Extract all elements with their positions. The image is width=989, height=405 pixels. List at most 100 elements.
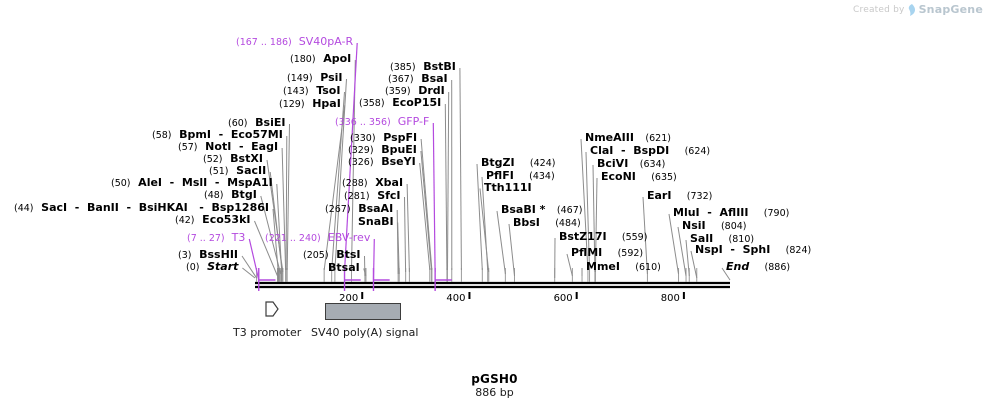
label-enzyme-name: BstXI <box>222 152 263 165</box>
label-enzyme-name: BpmI - Eco57MI <box>171 128 283 141</box>
annotation-label-bsiei[interactable]: (60) BsiEI <box>228 117 285 129</box>
annotation-label-mlui[interactable]: MluI - AflIII (790) <box>673 207 789 219</box>
label-position: (129) <box>279 99 305 110</box>
annotation-label-sfci[interactable]: (281) SfcI <box>344 190 401 202</box>
annotation-label-bcivi[interactable]: BciVI (634) <box>597 158 665 170</box>
leader-line-svpa <box>343 42 358 273</box>
feature-caption-t3-promoter: T3 promoter <box>233 326 302 339</box>
annotation-label-bstbi[interactable]: (385) BstBI <box>390 61 456 73</box>
annotation-label-pspfi[interactable]: (330) PspFI <box>350 132 417 144</box>
annotation-label-nsii[interactable]: NsiI (804) <box>682 220 746 232</box>
leader-line-bstxi <box>266 159 284 273</box>
label-position: (7 .. 27) <box>187 233 225 244</box>
annotation-label-bsaai[interactable]: (267) BsaAI <box>325 203 393 215</box>
label-enzyme-name: XbaI <box>367 176 404 189</box>
leader-line-pflmi <box>566 253 573 277</box>
feature-glyph-t3-promoter[interactable] <box>264 300 280 322</box>
label-position: (288) <box>342 178 368 189</box>
label-position: (58) <box>152 130 172 141</box>
watermark-prefix: Created by <box>853 4 905 15</box>
label-position: (359) <box>385 86 411 97</box>
annotation-label-econi[interactable]: EcoNI (635) <box>601 171 677 183</box>
annotation-label-bbsi[interactable]: BbsI (484) <box>513 217 581 229</box>
annotation-label-nmea[interactable]: NmeAIII (621) <box>585 132 671 144</box>
annotation-label-pflfi[interactable]: PflFI (434) <box>486 170 555 182</box>
label-position: (358) <box>359 98 385 109</box>
annotation-label-apoi[interactable]: (180) ApoI <box>290 53 351 65</box>
annotation-label-saci[interactable]: (44) SacI - BanII - BsiHKAI - Bsp1286I <box>14 202 269 214</box>
annotation-label-snabi[interactable]: SnaBI <box>358 216 394 227</box>
snapgene-logo-icon <box>908 3 916 16</box>
leader-line-nmea <box>580 138 589 271</box>
annotation-label-bsshii[interactable]: (3) BssHII <box>178 249 238 261</box>
annotation-label-alei[interactable]: (50) AleI - MslI - MspA1I <box>111 177 273 189</box>
label-position: (44) <box>14 203 34 214</box>
label-position: (42) <box>175 215 195 226</box>
label-enzyme-name: BciVI <box>597 157 640 170</box>
annotation-label-bseyi[interactable]: (326) BseYI <box>348 156 416 168</box>
annotation-label-end[interactable]: End (886) <box>726 261 790 273</box>
annotation-label-ecop[interactable]: (358) EcoP15I <box>359 97 441 109</box>
annotation-label-bpmi[interactable]: (58) BpmI - Eco57MI <box>152 129 283 141</box>
annotation-label-t3[interactable]: (7 .. 27) T3 <box>187 232 245 244</box>
annotation-label-btsai[interactable]: BtsaI <box>328 262 360 273</box>
label-position: (51) <box>209 166 229 177</box>
feature-glyph-sv40-polya[interactable] <box>325 303 401 320</box>
annotation-label-tth[interactable]: Tth111I <box>484 182 532 193</box>
annotation-label-bsabi[interactable]: BsaBI * (467) <box>501 204 582 216</box>
annotation-label-gfpf[interactable]: (336 .. 356) GFP-F <box>335 116 429 128</box>
annotation-label-hpai[interactable]: (129) HpaI <box>279 98 341 110</box>
label-position: (635) <box>651 172 677 183</box>
annotation-label-bstz[interactable]: BstZ17I (559) <box>559 231 647 243</box>
annotation-label-eari[interactable]: EarI (732) <box>647 190 712 202</box>
label-enzyme-name: EcoP15I <box>384 96 442 109</box>
leader-line-eco53 <box>254 220 278 277</box>
annotation-label-pflmi[interactable]: PflMI (592) <box>571 247 643 259</box>
leader-line-econi <box>594 177 598 273</box>
annotation-label-btsi[interactable]: (205) BtsI <box>303 249 361 261</box>
label-position: (60) <box>228 118 248 129</box>
annotation-label-bpuei[interactable]: (329) BpuEI <box>348 144 417 156</box>
annotation-label-ebv[interactable]: (221 .. 240) EBV-rev <box>265 232 370 244</box>
leader-line-sfci <box>404 196 407 273</box>
annotation-label-btgzi[interactable]: BtgZI (424) <box>481 157 555 169</box>
leader-line-bsiei <box>286 123 290 271</box>
annotation-label-sacii[interactable]: (51) SacII <box>209 165 266 177</box>
annotation-label-bstxi[interactable]: (52) BstXI <box>203 153 263 165</box>
leader-line-bpuei <box>420 150 432 271</box>
annotation-label-eco53[interactable]: (42) Eco53kI <box>175 214 250 226</box>
annotation-label-clai[interactable]: ClaI - BspDI (624) <box>590 145 710 157</box>
label-enzyme-name: NotI - EagI <box>197 140 279 153</box>
label-enzyme-name: BseYI <box>373 155 416 168</box>
leader-line-sali <box>685 239 690 277</box>
annotation-label-bsai[interactable]: (367) BsaI <box>388 73 448 85</box>
annotation-label-svpa[interactable]: (167 .. 186) SV40pA-R <box>236 36 353 48</box>
annotation-label-drdi[interactable]: (359) DrdI <box>385 85 445 97</box>
leader-line-tsoi <box>331 91 345 271</box>
annotation-label-tsoi[interactable]: (143) TsoI <box>283 85 340 97</box>
annotation-label-xbai[interactable]: (288) XbaI <box>342 177 403 189</box>
annotation-label-psii[interactable]: (149) PsiI <box>287 72 343 84</box>
annotation-label-sali[interactable]: SalI (810) <box>690 233 754 245</box>
label-marker-name: Start <box>199 260 239 273</box>
label-position: (484) <box>555 218 581 229</box>
annotation-label-btgi[interactable]: (48) BtgI <box>204 189 257 201</box>
label-enzyme-name: BpuEI <box>373 143 417 156</box>
annotation-label-start[interactable]: (0) Start <box>186 261 238 273</box>
annotation-label-noti[interactable]: (57) NotI - EagI <box>178 141 278 153</box>
label-position: (0) <box>186 262 200 273</box>
label-position: (205) <box>303 250 329 261</box>
label-position: (52) <box>203 154 223 165</box>
annotation-label-nspi[interactable]: NspI - SphI (824) <box>695 244 811 256</box>
snapgene-watermark: Created by SnapGene <box>853 3 983 16</box>
leader-line-ecop <box>444 103 448 271</box>
leader-line-bseyi <box>419 162 431 271</box>
annotation-label-mmei[interactable]: MmeI (610) <box>586 261 661 273</box>
leader-line-bpmi <box>285 135 288 271</box>
label-position: (559) <box>621 232 648 243</box>
label-enzyme-name: HpaI <box>304 97 341 110</box>
label-enzyme-name: NspI - SphI <box>695 243 786 256</box>
label-position: (610) <box>635 262 661 273</box>
label-enzyme-name: TsoI <box>308 84 341 97</box>
label-feature-name: EBV-rev <box>320 231 371 244</box>
